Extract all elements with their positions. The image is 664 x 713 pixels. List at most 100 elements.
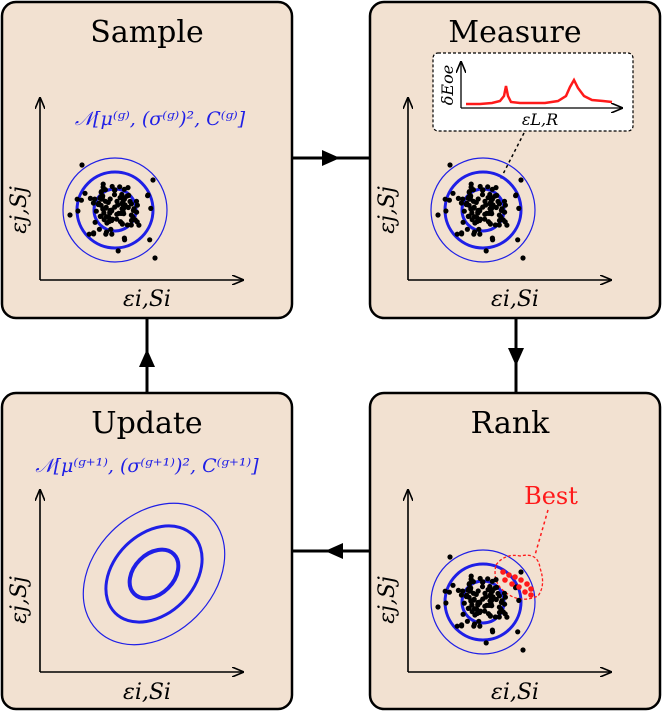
sample-point	[103, 229, 110, 235]
sample-point	[102, 205, 108, 211]
sample-point	[112, 187, 118, 193]
sample-point	[442, 196, 448, 202]
sample-point	[467, 587, 473, 593]
sample-point	[134, 202, 140, 208]
spectrum-line	[466, 77, 613, 106]
sample-point	[133, 198, 140, 204]
sample-point	[477, 183, 483, 190]
sample-point	[516, 597, 522, 604]
sample-point	[477, 231, 483, 237]
sample-point	[109, 231, 115, 237]
x-axis-label: εi,Si	[123, 680, 171, 705]
sample-point	[487, 206, 493, 212]
panel-update: Update 𝒩[μ⁽ᵍ⁺¹⁾, (σ⁽ᵍ⁺¹⁾)², C⁽ᵍ⁺¹⁾] εi,S…	[0, 391, 294, 711]
sample-point	[115, 202, 121, 208]
sample-point	[464, 618, 470, 624]
sample-point	[501, 590, 508, 596]
contour-outer	[82, 502, 226, 646]
y-axis-label: εj,Sj	[375, 576, 400, 624]
sample-point	[145, 192, 151, 198]
sample-point	[487, 612, 493, 619]
sample-point	[490, 629, 496, 635]
sample-point	[500, 217, 506, 223]
sample-point	[119, 201, 125, 207]
best-point	[528, 592, 534, 598]
sample-point	[479, 192, 486, 198]
best-point	[518, 577, 524, 583]
sample-point	[132, 217, 138, 223]
sample-point	[485, 576, 491, 582]
sample-point	[471, 606, 478, 612]
sample-point	[464, 226, 470, 232]
sample-point	[454, 623, 460, 629]
sample-point	[110, 216, 116, 222]
sample-point	[496, 212, 502, 218]
sample-point	[446, 589, 452, 595]
sample-point	[467, 195, 473, 201]
sample-point	[121, 186, 127, 192]
panel-title: Sample	[90, 15, 203, 50]
sample-point	[466, 213, 472, 219]
sample-point	[464, 592, 470, 598]
sample-point	[487, 201, 493, 207]
sample-point	[496, 222, 502, 228]
sample-point	[487, 220, 493, 227]
sample-point	[435, 212, 441, 218]
sample-point	[466, 605, 472, 611]
best-pointer	[534, 509, 549, 556]
sample-point	[471, 214, 478, 220]
panel-sample: Sample 𝒩[μ⁽ᵍ⁾, (σ⁽ᵍ⁾)², C⁽ᵍ⁾] εi,Si εj,S…	[0, 0, 294, 320]
sample-point	[490, 237, 496, 243]
best-point	[506, 572, 512, 578]
sample-point	[107, 210, 113, 216]
y-axis-label: εj,Sj	[375, 186, 400, 234]
sample-point	[447, 554, 453, 560]
sample-point	[460, 588, 466, 594]
sample-point	[458, 200, 464, 206]
sample-point	[502, 202, 508, 208]
sample-point	[492, 222, 498, 228]
sample-point	[114, 216, 120, 222]
sample-point	[150, 177, 156, 183]
sample-point	[134, 209, 140, 215]
sample-point	[79, 162, 85, 168]
contour-outer	[62, 157, 168, 263]
sample-point	[435, 604, 441, 610]
sample-point	[102, 198, 108, 204]
panel-measure: Measure δEoe εL,R εi,Si εj,Sj	[368, 0, 662, 320]
arrow-measure-to-rank	[508, 318, 524, 393]
panel-rank: Rank Best εi,Si εj,Sj	[368, 391, 662, 711]
sample-point	[93, 208, 99, 214]
scatter-plot	[408, 98, 611, 280]
sample-point	[86, 231, 92, 237]
sample-point	[520, 255, 526, 261]
sample-point	[128, 212, 134, 218]
sample-point	[488, 587, 494, 593]
best-point	[528, 586, 534, 592]
sample-point	[460, 219, 466, 225]
sample-point	[482, 608, 488, 614]
sample-point	[459, 622, 465, 628]
sample-point	[502, 601, 508, 607]
sample-point	[450, 190, 456, 196]
sample-point	[483, 640, 489, 646]
sample-point	[461, 208, 467, 214]
contour-inner	[127, 547, 181, 601]
sample-point	[485, 184, 491, 190]
sample-point	[92, 219, 98, 225]
contour-outer	[430, 157, 536, 263]
sample-point	[489, 186, 495, 192]
sample-point	[128, 201, 134, 207]
sample-point	[118, 210, 124, 216]
sample-point	[513, 192, 519, 198]
sample-point	[114, 211, 120, 217]
best-point	[509, 581, 515, 587]
sample-point	[148, 205, 154, 211]
sample-point	[475, 602, 481, 608]
inset-y-label: δEoe	[438, 65, 457, 105]
sample-point	[460, 196, 466, 202]
sample-point	[470, 205, 476, 211]
sample-point	[460, 611, 466, 617]
spectrum-inset: δEoe εL,R	[432, 52, 634, 132]
sample-point	[111, 192, 118, 198]
